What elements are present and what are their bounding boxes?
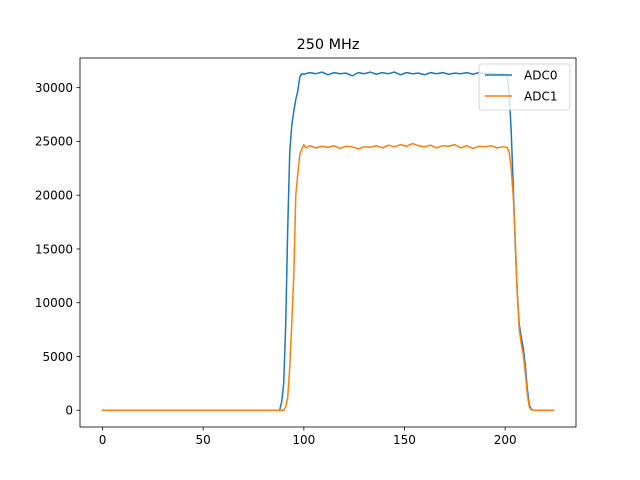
y-tick-label: 10000 (35, 296, 73, 310)
x-axis: 0 50 100 150 200 (99, 427, 517, 447)
x-tick-label: 0 (99, 433, 107, 447)
x-tick-label: 150 (393, 433, 416, 447)
x-tick-label: 50 (196, 433, 211, 447)
y-axis: 0 5000 10000 15000 20000 25000 30000 (35, 81, 80, 418)
series-line-adc1 (101, 142, 555, 411)
y-tick-label: 15000 (35, 242, 73, 256)
y-tick-label: 25000 (35, 135, 73, 149)
plot-frame (79, 57, 577, 428)
legend-label-adc0: ADC0 (524, 68, 557, 82)
y-tick-label: 30000 (35, 81, 73, 95)
y-tick-label: 5000 (42, 350, 73, 364)
x-tick-label: 100 (292, 433, 315, 447)
x-tick-label: 200 (494, 433, 517, 447)
chart-title: 250 MHz (297, 37, 360, 53)
legend-label-adc1: ADC1 (524, 89, 557, 103)
y-tick-label: 20000 (35, 188, 73, 202)
legend: ADC0 ADC1 (478, 63, 571, 111)
plot-lines (101, 71, 555, 411)
y-tick-label: 0 (65, 404, 73, 418)
